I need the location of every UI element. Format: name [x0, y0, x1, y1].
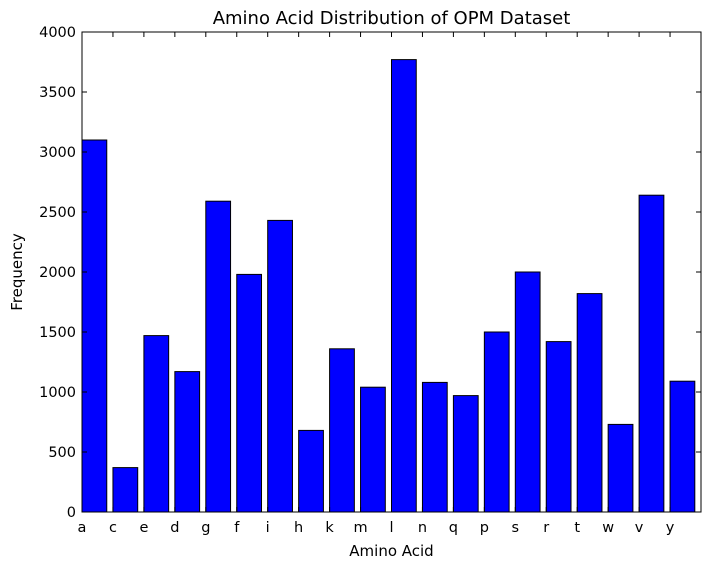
x-tick-label: g — [201, 520, 210, 536]
bar-a — [81, 139, 108, 513]
x-tick-label: v — [635, 520, 644, 536]
y-tick-label: 3000 — [39, 145, 76, 161]
x-tick-label: d — [170, 520, 179, 536]
bar-r — [545, 341, 572, 513]
y-tick-label: 500 — [48, 445, 76, 461]
bar-n — [421, 381, 448, 513]
x-tick-label: n — [418, 520, 427, 536]
x-tick-label: k — [325, 520, 334, 536]
x-tick-label: t — [574, 520, 580, 536]
x-axis-label: Amino Acid — [349, 542, 433, 560]
y-tick-label: 1000 — [39, 385, 76, 401]
bar-p — [483, 331, 510, 513]
bars-group — [81, 59, 696, 513]
bar-d — [174, 371, 201, 513]
chart-title: Amino Acid Distribution of OPM Dataset — [213, 8, 571, 29]
ticks-group: a c e d g f i h k m l n q p s r t w v y 0 500 1000 1500 2000 2500… — [39, 25, 701, 536]
bar-q — [452, 395, 479, 513]
y-tick-label: 2500 — [39, 205, 76, 221]
bar-c — [112, 467, 139, 513]
x-tick-label: m — [353, 520, 367, 536]
bar-y — [669, 380, 696, 513]
bar-k — [329, 348, 355, 513]
bar-w — [607, 423, 634, 513]
bar-s — [514, 271, 541, 513]
x-tick-label: h — [294, 520, 303, 536]
y-tick-label: 2000 — [39, 265, 76, 281]
bar-h — [298, 429, 324, 513]
x-tick-label: s — [512, 520, 520, 536]
x-tick-label: a — [78, 520, 87, 536]
x-tick-label: r — [543, 520, 549, 536]
bar-l — [391, 59, 417, 513]
bar-e — [143, 335, 170, 513]
x-tick-label: e — [139, 520, 148, 536]
x-tick-label: f — [234, 520, 240, 536]
bar-i — [267, 219, 293, 513]
x-tick-label: w — [602, 520, 614, 536]
y-tick-label: 0 — [67, 505, 76, 521]
x-tick-label: l — [389, 520, 393, 536]
bar-g — [205, 200, 232, 513]
y-tick-label: 3500 — [39, 85, 76, 101]
x-tick-label: q — [449, 520, 458, 536]
x-tick-label: i — [266, 520, 270, 536]
bar-m — [360, 386, 386, 513]
bar-v — [638, 194, 665, 513]
y-tick-label: 4000 — [39, 25, 76, 41]
x-tick-label: y — [666, 520, 675, 536]
plot-frame — [81, 31, 702, 513]
y-tick-label: 1500 — [39, 325, 76, 341]
x-tick-label: c — [109, 520, 117, 536]
x-tick-label: p — [480, 520, 489, 536]
bar-f — [236, 273, 263, 513]
y-axis-label: Frequency — [8, 233, 26, 311]
bar-t — [576, 293, 603, 513]
